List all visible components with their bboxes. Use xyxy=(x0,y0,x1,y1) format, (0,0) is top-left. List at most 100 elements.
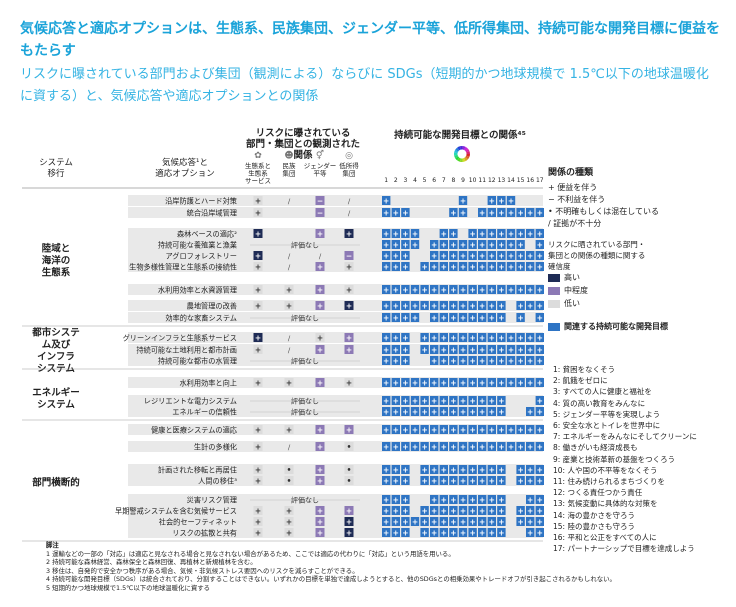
sdg-cell-plus: + xyxy=(489,476,495,485)
sdg-number-label: 17 xyxy=(536,177,544,184)
sdg-cell-plus: + xyxy=(527,495,533,504)
sdg-cell-plus: + xyxy=(527,476,533,485)
sdg-cell xyxy=(382,425,391,434)
risk-cell-symbol: + xyxy=(286,507,292,516)
sdg-cell xyxy=(401,517,410,526)
sdg-cell xyxy=(468,495,477,504)
sdg-cell-plus: + xyxy=(469,517,475,526)
sdg-cell xyxy=(478,528,487,537)
sdg-cell-plus: + xyxy=(489,196,495,205)
sdg-cell xyxy=(497,196,506,205)
gender-equal-icon: ⚥ xyxy=(316,149,324,161)
sdg-cell-plus: + xyxy=(489,229,495,238)
sdg-cell xyxy=(391,517,400,526)
sdg-cell-plus: + xyxy=(460,345,466,354)
sdg-cell-plus: + xyxy=(498,262,504,271)
risk-cell xyxy=(344,378,354,387)
sdg-cell xyxy=(382,506,391,515)
sdg-cell xyxy=(478,313,487,322)
sdg-cell-plus: + xyxy=(460,240,466,249)
sdg-cell xyxy=(439,240,448,249)
sdg-cell-plus: + xyxy=(393,506,399,515)
sdg-cell-plus: + xyxy=(383,528,389,537)
sdg-cell xyxy=(506,262,516,271)
sdg-list: 1: 貧困をなくそう 2: 飢餓をゼロに 3: すべての人に健康と福祉を 4: 質の高… xyxy=(553,364,733,554)
sdg-cell xyxy=(439,407,448,416)
risk-column-label: サービス xyxy=(245,176,271,185)
risk-cell xyxy=(315,333,325,342)
sdg-cell xyxy=(449,465,458,474)
sdg-cell-plus: + xyxy=(517,285,523,294)
sdg-cell-plus: + xyxy=(402,251,408,260)
risk-cell xyxy=(344,476,354,485)
sdg-cell xyxy=(449,301,458,310)
sdg-cell-plus: + xyxy=(421,301,427,310)
no-assessment-label: 評価なし xyxy=(291,408,319,417)
legend-relation-benefit: + 便益を伴う xyxy=(548,183,598,192)
sdg-cell xyxy=(449,356,458,365)
sdg-cell xyxy=(516,208,525,217)
sdg-wheel-segment xyxy=(465,155,470,160)
sdg-cell-plus: + xyxy=(441,262,447,271)
sdg-list-item: 15: 陸の豊かさも守ろう xyxy=(553,521,635,531)
sdg-cell xyxy=(506,251,516,260)
footnote-2: 2 持続可能な森林経営、森林保全と森林回復、再植林と新規植林を含む。 xyxy=(46,558,257,567)
sdg-wheel-segment xyxy=(459,158,463,162)
sdg-cell xyxy=(401,506,410,515)
option-label: 計画された移転と再居住 xyxy=(158,466,237,475)
risk-cell-symbol: + xyxy=(317,426,323,435)
sdg-cell-plus: + xyxy=(431,425,437,434)
sdg-wheel-segment xyxy=(457,146,461,151)
sdg-cell xyxy=(382,396,391,405)
sdg-cell xyxy=(401,262,410,271)
sdg-cell xyxy=(410,517,420,526)
sdg-cell-plus: + xyxy=(383,396,389,405)
sdg-cell-plus: + xyxy=(479,285,485,294)
table-row xyxy=(128,300,543,311)
risk-cell xyxy=(344,262,354,271)
risk-cell-symbol: + xyxy=(317,263,323,272)
sdg-cell-plus: + xyxy=(383,240,389,249)
risk-cell-symbol: − xyxy=(317,197,323,206)
header-options: 気候応答¹と 適応オプション xyxy=(155,158,215,179)
sdg-cell xyxy=(420,285,429,294)
sdg-cell-plus: + xyxy=(441,251,447,260)
sdg-cell-plus: + xyxy=(383,517,389,526)
sdg-cell xyxy=(430,251,439,260)
sdg-cell-plus: + xyxy=(469,356,475,365)
sdg-cell-plus: + xyxy=(460,506,466,515)
sdg-cell-plus: + xyxy=(441,229,447,238)
sdg-cell-plus: + xyxy=(517,378,523,387)
legend-confidence-high: 高い xyxy=(548,272,728,283)
legend-relation-insufficient: / 証拠が不十分 xyxy=(548,219,602,228)
sdg-cell-plus: + xyxy=(383,208,389,217)
table-row xyxy=(128,475,543,486)
sdg-cell-plus: + xyxy=(460,251,466,260)
sdg-list-item: 11: 住み続けられるまちづくりを xyxy=(553,477,665,487)
table-row xyxy=(128,250,543,261)
sdg-cell-plus: + xyxy=(489,528,495,537)
sdg-cell xyxy=(526,301,535,310)
sdg-cell xyxy=(526,425,535,434)
risk-cell-symbol: / xyxy=(288,198,291,206)
sdg-cell-plus: + xyxy=(479,425,485,434)
risk-cell-symbol: + xyxy=(255,518,261,527)
sdg-cell-plus: + xyxy=(393,378,399,387)
sdg-cell-plus: + xyxy=(537,262,543,271)
risk-column-label: 生態系と xyxy=(245,161,271,170)
sdg-cell xyxy=(430,345,439,354)
sdg-cell xyxy=(526,208,535,217)
sdg-cell xyxy=(420,262,429,271)
sdg-cell-plus: + xyxy=(450,240,456,249)
sdg-cell-plus: + xyxy=(431,495,437,504)
sdg-cell-plus: + xyxy=(498,196,504,205)
sdg-cell-plus: + xyxy=(450,356,456,365)
sdg-cell xyxy=(410,285,420,294)
option-label: 災害リスク管理 xyxy=(187,496,237,505)
sdg-cell xyxy=(391,425,400,434)
sdg-cell xyxy=(526,262,535,271)
sdg-cell-plus: + xyxy=(508,356,514,365)
sdg-cell-plus: + xyxy=(469,378,475,387)
risk-cell xyxy=(315,196,325,205)
